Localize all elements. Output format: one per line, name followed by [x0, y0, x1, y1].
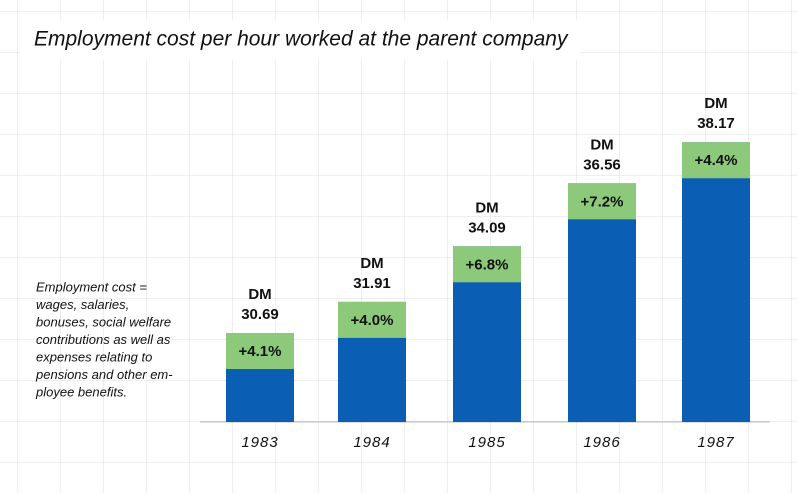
title-backdrop: [20, 20, 580, 60]
note-line: pensions and other em-: [35, 367, 173, 382]
change-badge: [338, 301, 406, 338]
value-label: 31.91: [353, 275, 391, 292]
value-label: 38.17: [697, 115, 735, 132]
chart-title: Employment cost per hour worked at the p…: [34, 28, 569, 51]
x-tick-label: 1985: [468, 434, 505, 451]
value-prefix: DM: [248, 286, 271, 303]
note-line: ployee benefits.: [35, 384, 127, 399]
value-prefix: DM: [360, 255, 383, 272]
change-badge: [453, 246, 521, 283]
bar: [682, 142, 750, 422]
value-label: 34.09: [468, 219, 506, 236]
change-label: +4.4%: [695, 152, 738, 169]
note-line: contributions as well as: [36, 332, 171, 347]
note-line: bonuses, social welfare: [36, 314, 171, 329]
change-badge: [568, 183, 636, 220]
note-line: wages, salaries,: [36, 297, 129, 312]
value-prefix: DM: [704, 95, 727, 112]
change-label: +7.2%: [581, 193, 624, 210]
value-label: 30.69: [241, 306, 279, 323]
change-badge: [682, 142, 750, 179]
value-label: 36.56: [583, 156, 621, 173]
value-prefix: DM: [590, 136, 613, 153]
x-tick-label: 1984: [353, 434, 390, 451]
value-prefix: DM: [475, 199, 498, 216]
change-label: +4.1%: [239, 343, 282, 360]
x-tick-label: 1983: [241, 434, 278, 451]
change-badge: [226, 333, 294, 370]
change-label: +6.8%: [466, 256, 509, 273]
x-tick-label: 1986: [583, 434, 620, 451]
note-line: expenses relating to: [36, 349, 152, 364]
change-label: +4.0%: [351, 312, 394, 329]
bar: [568, 183, 636, 422]
x-tick-label: 1987: [697, 434, 734, 451]
note-line: Employment cost =: [36, 279, 147, 294]
